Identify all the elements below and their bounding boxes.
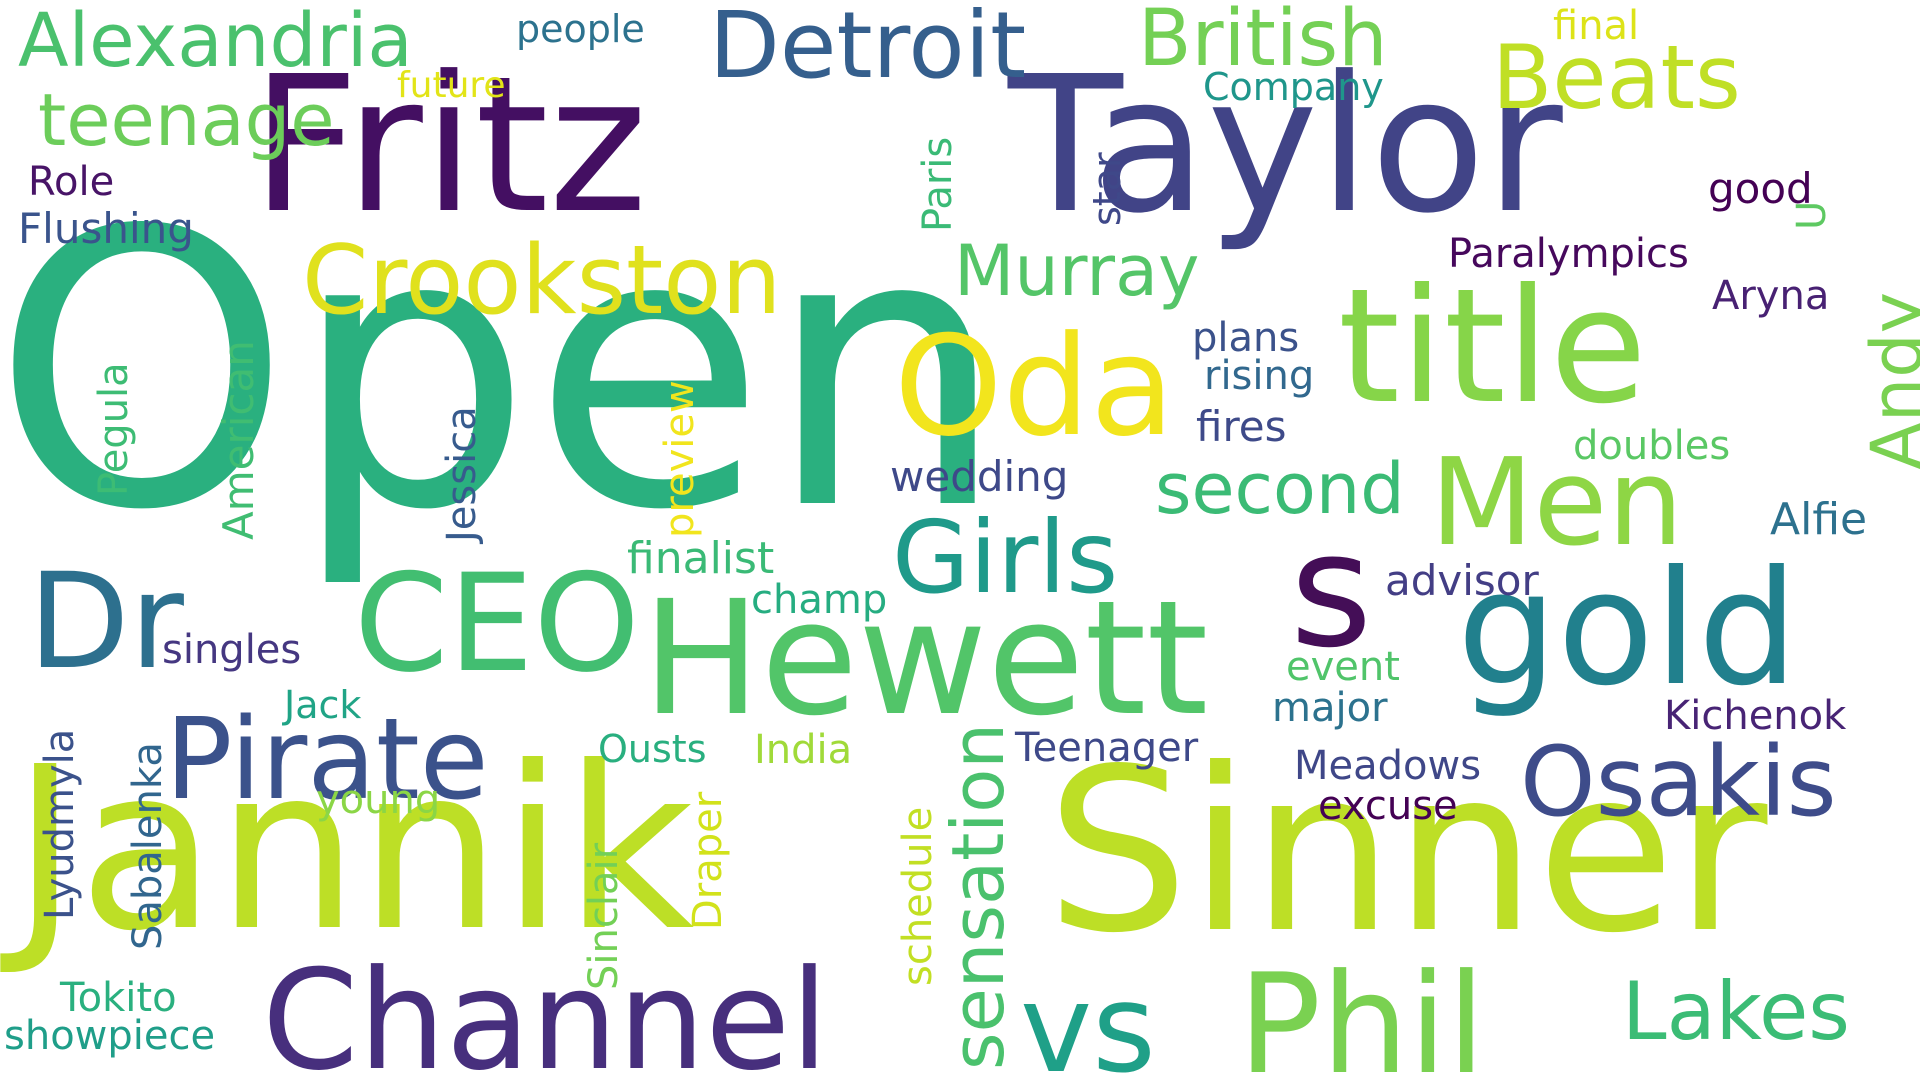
word-detroit: Detroit bbox=[709, 0, 1027, 99]
word-doubles: doubles bbox=[1573, 423, 1731, 469]
word-second: second bbox=[1155, 448, 1405, 530]
word-paralympics: Paralympics bbox=[1448, 231, 1689, 277]
word-girls: Girls bbox=[892, 499, 1119, 616]
word-ceo: CEO bbox=[354, 545, 640, 702]
word-hewett: Hewett bbox=[642, 567, 1209, 751]
word-fires: fires bbox=[1196, 402, 1287, 451]
word-teenager: Teenager bbox=[1015, 725, 1199, 771]
word-andy: teenage bbox=[38, 78, 335, 162]
word-pegula: Pegula bbox=[91, 362, 137, 496]
word-beats: Beats bbox=[1492, 26, 1741, 129]
word-star: star bbox=[1085, 152, 1129, 226]
word-lyudmyla: Lyudmyla bbox=[37, 728, 83, 920]
word-sinclair: Sinclair bbox=[581, 842, 627, 990]
word-taylor: Taylor bbox=[1008, 36, 1563, 255]
word-wedding: wedding bbox=[890, 452, 1069, 501]
word-kichenok: Kichenok bbox=[1664, 693, 1847, 739]
word-alfie: Alfie bbox=[1770, 494, 1868, 545]
word-singles: singles bbox=[162, 627, 302, 673]
word-open: Open bbox=[0, 150, 1007, 593]
word-lakes: Lakes bbox=[1622, 965, 1850, 1058]
word-schedule: schedule bbox=[895, 806, 941, 986]
word-flushing: Flushing bbox=[18, 204, 194, 253]
word-jack: Jack bbox=[284, 683, 362, 727]
word-phil: Phil bbox=[1238, 944, 1486, 1080]
word-teenage: sensation bbox=[936, 723, 1020, 1070]
word-people: people bbox=[516, 7, 645, 51]
word-good: good bbox=[1708, 164, 1813, 213]
word-excuse: excuse bbox=[1318, 783, 1458, 829]
word-american: American bbox=[214, 340, 263, 540]
word-dr: Dr bbox=[28, 545, 184, 699]
word-jannik: Jannik bbox=[12, 719, 695, 981]
word-sabalenka: Sabalenka bbox=[125, 742, 171, 950]
word-draper: Draper bbox=[685, 791, 731, 930]
word-aryna: Aryna bbox=[1712, 273, 1830, 319]
word-channel: Channel bbox=[262, 940, 829, 1080]
word-murray: Murray bbox=[954, 230, 1200, 312]
word-gold: gold bbox=[1457, 537, 1799, 721]
word-men: Men bbox=[1430, 434, 1684, 573]
word-osakis: Osakis bbox=[1520, 726, 1837, 838]
word-final: final bbox=[1553, 3, 1640, 49]
word-meadows: Meadows bbox=[1294, 743, 1482, 789]
word-sinner: Sinner bbox=[1046, 721, 1768, 983]
word-jessica: Jessica bbox=[439, 406, 485, 542]
word-showpiece: showpiece bbox=[4, 1013, 216, 1059]
word-alexandria: Alexandria bbox=[18, 0, 413, 84]
word-future: future bbox=[397, 65, 506, 106]
word-advisor: advisor bbox=[1385, 556, 1539, 605]
word-ousts: Ousts bbox=[598, 727, 707, 771]
word-sensation: Andy bbox=[1856, 291, 1920, 470]
word-pirate: Pirate bbox=[165, 695, 489, 825]
word-plans: plans bbox=[1192, 315, 1300, 361]
word-rising: rising bbox=[1204, 353, 1315, 399]
word-oda: Oda bbox=[894, 306, 1175, 467]
word-major: major bbox=[1272, 685, 1388, 731]
word-vs: vs bbox=[1020, 958, 1156, 1080]
word-india: India bbox=[754, 727, 853, 773]
word-finalist: finalist bbox=[627, 533, 775, 584]
word-preview: preview bbox=[657, 380, 703, 538]
word-tokito: Tokito bbox=[60, 975, 177, 1021]
word-champ: champ bbox=[751, 577, 888, 623]
word-s: s bbox=[1290, 499, 1373, 683]
word-company: Company bbox=[1203, 65, 1384, 109]
word-young: young bbox=[316, 777, 441, 823]
word-u: U bbox=[1789, 200, 1835, 230]
word-role: Role bbox=[28, 159, 115, 205]
word-crookston: Crookston bbox=[302, 226, 782, 336]
word-fritz: Fritz bbox=[251, 36, 648, 255]
word-paris: Paris bbox=[915, 136, 961, 232]
word-british: British bbox=[1138, 0, 1388, 84]
word-event: event bbox=[1286, 644, 1400, 690]
word-title: title bbox=[1338, 255, 1647, 439]
